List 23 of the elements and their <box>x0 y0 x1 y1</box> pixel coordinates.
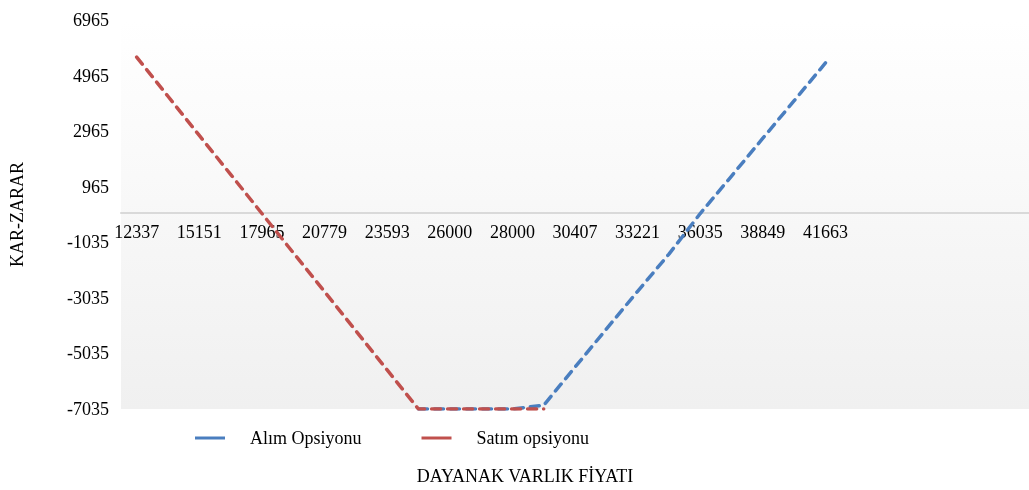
y-tick-label: -3035 <box>67 287 109 308</box>
x-tick-label: 20779 <box>302 222 348 243</box>
y-tick-label: 6965 <box>73 10 109 30</box>
y-tick-label: 2965 <box>73 121 109 142</box>
x-tick-label: 12337 <box>114 222 160 243</box>
x-tick-label: 41663 <box>802 222 848 243</box>
y-tick-label: -7035 <box>67 399 109 419</box>
y-tick-label: 965 <box>82 176 109 197</box>
x-tick-label: 28000 <box>489 222 535 243</box>
legend-label: Satım opsiyonu <box>476 428 590 448</box>
legend-label: Alım Opsiyonu <box>250 428 362 448</box>
x-tick-label: 23593 <box>364 222 410 243</box>
x-tick-label: 17965 <box>239 222 285 243</box>
x-tick-label: 15151 <box>176 222 222 243</box>
y-tick-label: -1035 <box>67 232 109 253</box>
y-axis-title: KAR-ZARAR <box>7 161 27 268</box>
x-tick-label: 26000 <box>427 222 473 243</box>
x-tick-label: 38849 <box>740 222 786 243</box>
x-tick-label: 30407 <box>552 222 598 243</box>
y-tick-label: 4965 <box>73 65 109 86</box>
y-tick-label: -5035 <box>67 343 109 364</box>
x-tick-label: 33221 <box>615 222 661 243</box>
x-axis-title: DAYANAK VARLIK FİYATI <box>416 466 634 486</box>
